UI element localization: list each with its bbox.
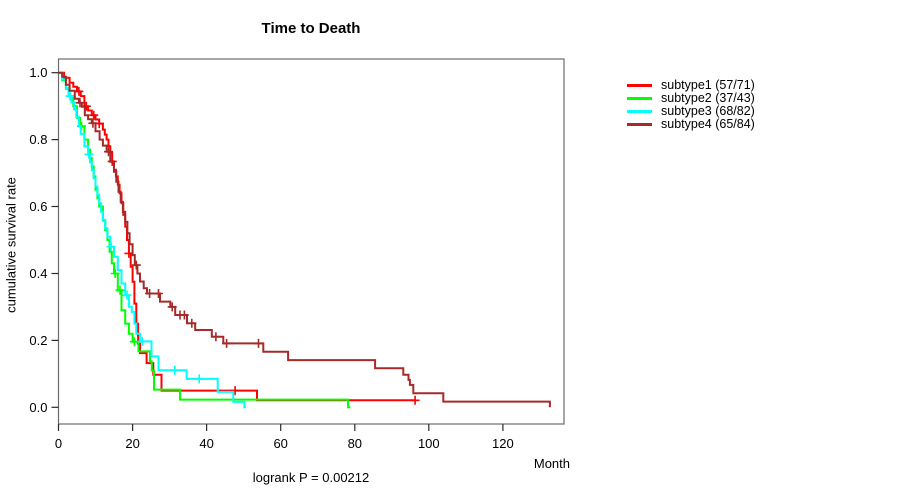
legend-item-subtype1: subtype1 (57/71) <box>627 78 755 92</box>
y-axis-label: cumulative survival rate <box>3 177 19 313</box>
legend-line-swatch <box>627 109 652 113</box>
survival-curve-subtype1 <box>58 71 416 402</box>
plot-box <box>57 58 565 425</box>
x-axis-label: Month <box>533 456 570 471</box>
legend-item-label: subtype2 (37/43) <box>661 91 755 105</box>
x-tick-label: 40 <box>199 436 213 451</box>
legend-item-label: subtype4 (65/84) <box>661 117 755 131</box>
x-tick-label: 80 <box>348 436 362 451</box>
censor-marks-subtype1 <box>74 86 420 405</box>
x-tick-label: 20 <box>125 436 139 451</box>
censor-marks-subtype4 <box>75 98 263 348</box>
legend-item-label: subtype1 (57/71) <box>661 78 755 92</box>
legend-item-label: subtype3 (68/82) <box>661 104 755 118</box>
legend: subtype1 (57/71) subtype2 (37/43) subtyp… <box>627 78 755 131</box>
chart-title: Time to Death <box>261 20 361 37</box>
legend-line-swatch <box>627 83 652 87</box>
legend-line-swatch <box>627 96 652 100</box>
x-tick-label: 0 <box>55 436 62 451</box>
y-tick-label: 0.8 <box>29 132 47 147</box>
legend-item-subtype4: subtype4 (65/84) <box>627 117 755 131</box>
y-tick-label: 0.6 <box>29 199 47 214</box>
y-tick-label: 0.4 <box>29 266 47 281</box>
y-tick-label: 0.0 <box>29 400 47 415</box>
survival-curve-subtype4 <box>58 71 551 408</box>
y-tick-label: 1.0 <box>29 65 47 80</box>
x-tick-label: 120 <box>492 436 514 451</box>
censor-marks-subtype3 <box>65 91 204 384</box>
legend-item-subtype3: subtype3 (68/82) <box>627 104 755 118</box>
legend-line-swatch <box>627 122 652 126</box>
logrank-pvalue: logrank P = 0.00212 <box>252 470 370 485</box>
survival-curve-subtype3 <box>58 71 246 409</box>
legend-item-subtype2: subtype2 (37/43) <box>627 91 755 105</box>
y-tick-label: 0.2 <box>29 333 47 348</box>
x-tick-label: 100 <box>418 436 440 451</box>
x-tick-label: 60 <box>273 436 287 451</box>
